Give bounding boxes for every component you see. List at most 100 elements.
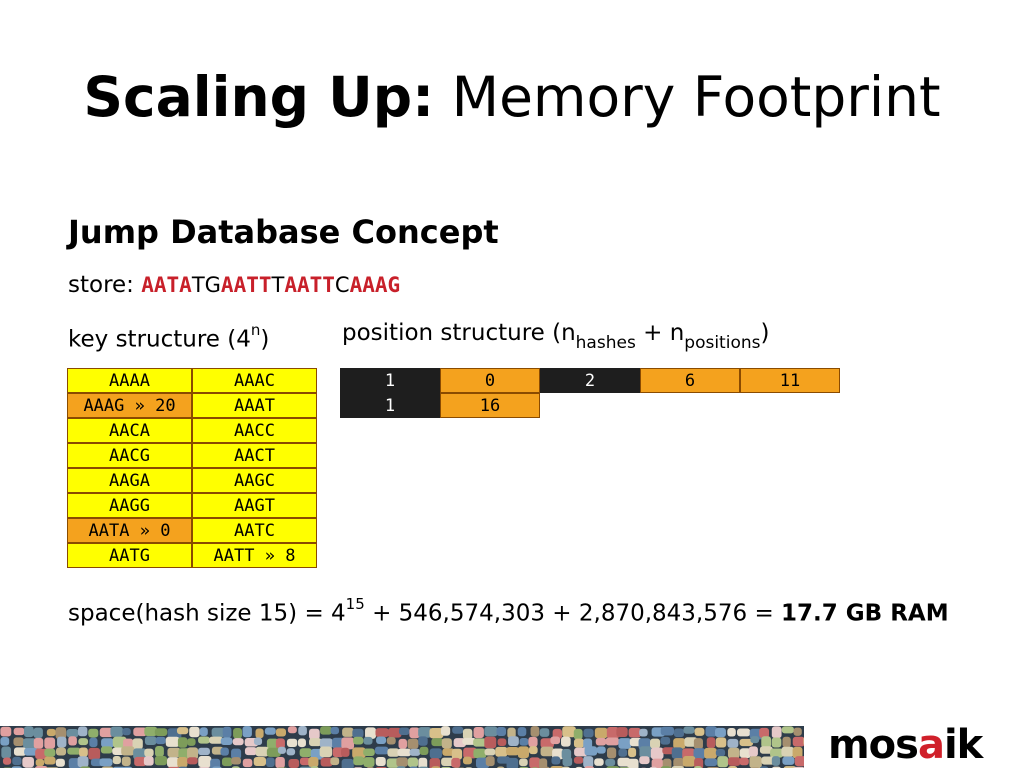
mosaic-tile (198, 756, 212, 768)
mosaic-tile (12, 756, 22, 766)
store-sequence: AATATGAATTTAATTCAAAG (141, 272, 400, 298)
key-cell: AATG (67, 543, 192, 568)
mosaic-tile (627, 758, 639, 768)
mosaic-tile (628, 747, 637, 758)
mosaic-tile (639, 746, 652, 758)
mosaic-tile (573, 728, 583, 740)
mosaic-tile (341, 737, 355, 750)
mosaic-tile (715, 748, 726, 757)
mosaic-tile (68, 736, 77, 746)
mosaic-tile (13, 737, 24, 746)
mosaic-tile (1, 746, 11, 759)
mosaic-tile (484, 736, 497, 749)
mosaic-tile (319, 746, 333, 758)
mosaic-tile (122, 728, 131, 736)
position-cell: 0 (440, 368, 540, 393)
mosaic-tile (451, 757, 461, 768)
mosaic-tile (33, 737, 44, 749)
mosaic-tile (363, 757, 375, 768)
mosaic-tile (46, 728, 56, 737)
mosaic-tile (398, 738, 407, 749)
mosaic-tile (121, 756, 131, 767)
mosaic-tile (167, 747, 181, 758)
mosaic-tile (13, 727, 25, 736)
mosaic-tile (264, 727, 276, 735)
mosaic-tile (452, 726, 464, 734)
mosaic-tile (199, 727, 208, 737)
mosaic-tile (409, 727, 420, 739)
slide-title: Scaling Up: Memory Footprint (0, 62, 1024, 132)
mosaic-tile (396, 757, 408, 767)
mosaic-tile (66, 728, 79, 738)
mosaic-tile (253, 737, 263, 746)
mosaic-tile (418, 757, 428, 768)
mosaic-tile (497, 738, 507, 747)
mosaic-tile (320, 726, 332, 735)
mosaic-tile (770, 748, 784, 758)
mosaic-tile (616, 727, 628, 738)
mosaic-tile (0, 736, 10, 746)
mosaic-tile (286, 738, 298, 748)
key-cell: AAAG » 20 (67, 393, 192, 418)
store-segment: AATT (220, 273, 272, 297)
mosaic-tile (694, 757, 704, 768)
mosaic-tile (409, 748, 421, 756)
mosaic-tile (89, 737, 98, 748)
mosaic-tile (44, 737, 56, 749)
key-cell: AAGC (192, 468, 317, 493)
position-cell: 16 (440, 393, 540, 418)
mosaic-tile (397, 748, 412, 757)
mosaic-tile (220, 747, 229, 756)
mosaic-tile (154, 728, 168, 736)
mosaic-tile (660, 736, 671, 745)
mosaic-tile (419, 746, 429, 756)
key-cell: AAGT (192, 493, 317, 518)
mosaic-tile (782, 736, 791, 748)
mosaic-tile (727, 757, 741, 766)
mosaic-tile (155, 746, 164, 757)
mosaic-tile (132, 738, 143, 750)
mosaic-tile (275, 738, 285, 749)
key-cell: AAGA (67, 468, 192, 493)
store-segment: TG (191, 273, 221, 297)
mosaic-tile (715, 727, 726, 738)
mosaic-tile (605, 758, 616, 767)
mosaic-tile (748, 746, 758, 757)
mosaic-tile (584, 746, 598, 756)
key-label-close: ) (260, 326, 270, 353)
key-cell: AAAA (67, 368, 192, 393)
store-segment: T (271, 273, 285, 297)
mosaic-tile (583, 756, 594, 768)
mosaic-tile (739, 757, 749, 766)
pos-label-sub-positions: positions (684, 332, 761, 353)
mosaic-tile (749, 756, 762, 768)
mosaic-tile (727, 728, 736, 737)
mosaic-tile (418, 736, 428, 746)
mosaic-tile (154, 756, 168, 766)
mosaic-tile (121, 746, 135, 756)
mosaic-tile (176, 727, 189, 735)
mosaic-tile (35, 758, 45, 767)
position-structure-label: position structure (nhashes + npositions… (342, 316, 769, 358)
mosaic-tile (330, 726, 340, 735)
mosaic-tile (78, 738, 89, 746)
mosaic-tile (242, 758, 253, 768)
mosaic-tile (67, 747, 82, 755)
mosaic-tile (540, 746, 554, 757)
position-cell: 6 (640, 368, 740, 393)
mosaic-tile (473, 738, 488, 747)
mosaic-tile (100, 746, 113, 754)
mosaic-tile (374, 746, 389, 755)
mosaic-tile (222, 726, 232, 738)
pos-label-sub-hashes: hashes (575, 332, 636, 353)
mosaic-tile (750, 736, 760, 744)
mosaic-tile (77, 726, 88, 737)
mosaic-tile (694, 727, 705, 736)
title-rest: Memory Footprint (434, 65, 941, 129)
mosaic-tile (255, 746, 269, 757)
mosaic-tile (739, 748, 752, 758)
mosaic-tile (507, 727, 516, 739)
mosaic-tile (519, 758, 528, 767)
mosaic-tile (595, 737, 607, 746)
mosaic-tile (299, 757, 311, 766)
